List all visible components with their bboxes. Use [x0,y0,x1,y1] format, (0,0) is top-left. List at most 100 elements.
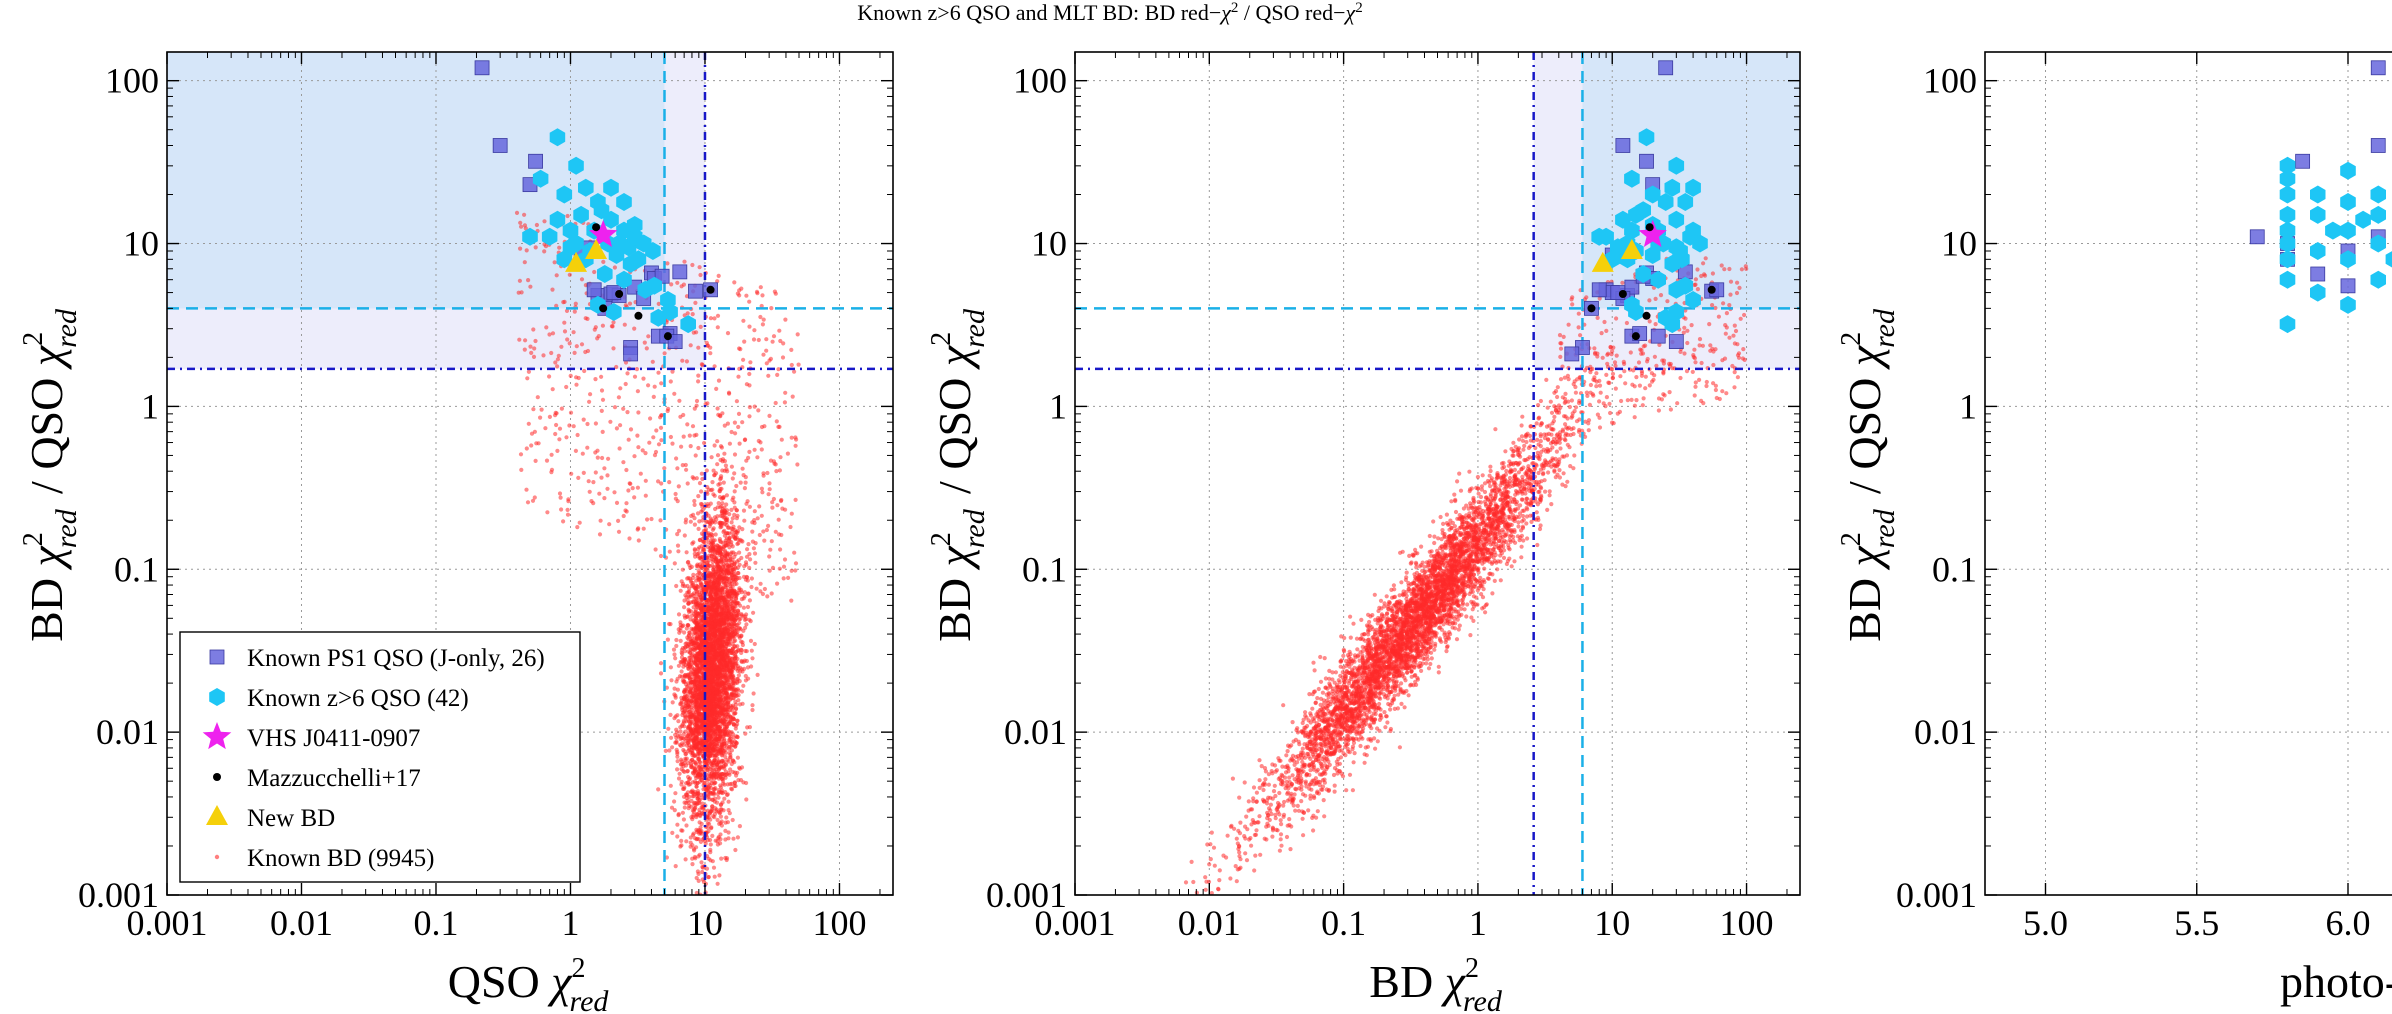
bd-point [736,698,740,702]
bd-point [741,467,745,471]
bd-point [782,565,786,569]
bd-point [657,442,661,446]
bd-point [760,514,764,518]
bd-point [761,353,765,357]
bd-point [727,800,731,804]
bd-point [718,413,722,417]
bd-point [674,638,678,642]
bd-point [693,766,697,770]
bd-point [550,468,554,472]
bd-point [696,446,700,450]
bd-point [532,346,536,350]
bd-point [733,421,737,425]
bd-point [724,467,728,471]
bd-point [769,306,773,310]
bd-point [675,752,679,756]
bd-point [600,388,604,392]
bd-point [576,476,580,480]
bd-point [616,519,620,523]
bd-point [694,453,698,457]
bd-point [739,651,743,655]
bd-point [699,860,703,864]
bd-point [544,325,548,329]
bd-point [675,823,679,827]
bd-point [557,437,561,441]
bd-point [654,547,658,551]
bd-point [690,862,694,866]
bd-point [644,494,648,498]
bd-point [636,445,640,449]
bd-point [716,406,720,410]
bd-point [689,520,693,524]
bd-point [678,772,682,776]
bd-point [550,453,554,457]
bd-point [559,507,563,511]
bd-point [668,713,672,717]
bd-point [691,661,695,665]
bd-point [750,656,754,660]
bd-point [715,439,719,443]
bd-point [684,781,688,785]
bd-point [733,780,737,784]
bd-point [713,473,717,477]
bd-point [720,468,724,472]
bd-point [747,325,751,329]
bd-point [769,459,773,463]
bd-point [745,547,749,551]
bd-point [699,619,703,623]
bd-point [525,376,529,380]
bd-point [735,623,739,627]
bd-point [793,568,797,572]
bd-point [648,416,652,420]
bd-point [673,741,677,745]
bd-point [725,531,729,535]
bd-point [761,471,765,475]
bd-point [792,370,796,374]
bd-point [748,360,752,364]
bd-point [668,550,672,554]
bd-point [679,445,683,449]
bd-point [707,531,711,535]
bd-point [615,501,619,505]
bd-point [689,444,693,448]
bd-point [674,714,678,718]
bd-point [558,427,562,431]
bd-point [720,509,724,513]
bd-point [673,791,677,795]
bd-point [732,736,736,740]
bd-point [697,766,701,770]
bd-point [683,752,687,756]
bd-point [724,558,728,562]
bd-point [524,488,528,492]
bd-point [690,593,694,597]
bd-point [672,392,676,396]
bd-point [628,482,632,486]
bd-point [646,334,650,338]
bd-point [733,452,737,456]
bd-point [718,522,722,526]
bd-point [743,614,747,618]
bd-point [775,582,779,586]
bd-point [693,856,697,860]
bd-point [711,791,715,795]
bd-point [743,594,747,598]
bd-point [727,633,731,637]
bd-point [729,787,733,791]
bd-point [731,705,735,709]
bd-point [632,327,636,331]
bd-point [624,468,628,472]
bd-point [572,424,576,428]
bd-point [723,567,727,571]
bd-point [790,436,794,440]
bd-point [669,665,673,669]
bd-point [622,514,626,518]
bd-point [608,420,612,424]
bd-point [797,363,801,367]
bd-point [624,303,628,307]
bd-point [618,423,622,427]
bd-point [519,468,523,472]
bd-point [523,260,527,264]
bd-point [789,599,793,603]
bd-point [724,518,728,522]
